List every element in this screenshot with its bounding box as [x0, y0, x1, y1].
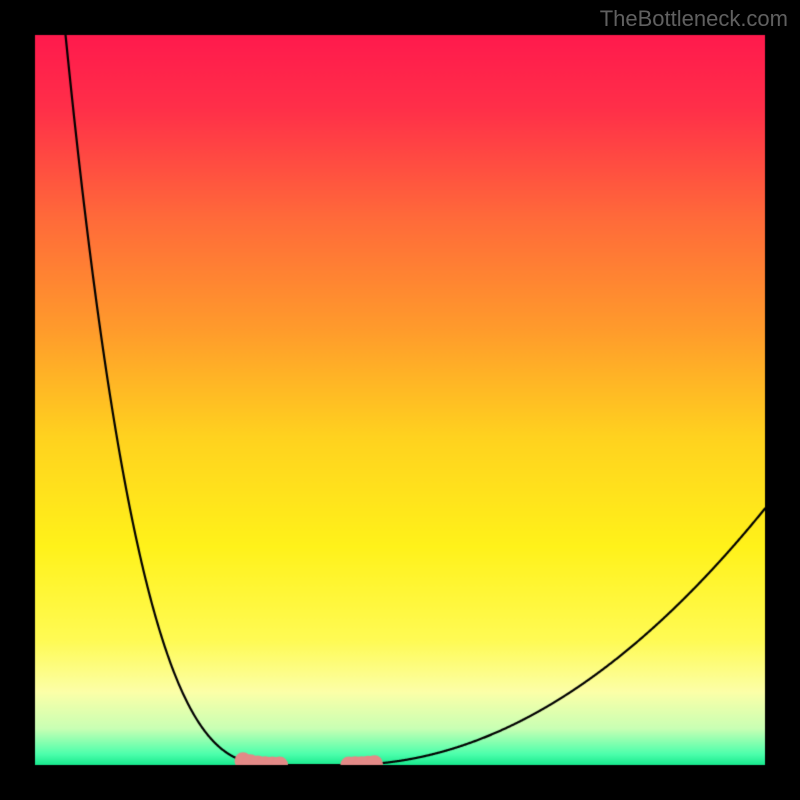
watermark-text: TheBottleneck.com: [600, 6, 788, 32]
chart-container: TheBottleneck.com: [0, 0, 800, 800]
bottleneck-chart-canvas: [0, 0, 800, 800]
